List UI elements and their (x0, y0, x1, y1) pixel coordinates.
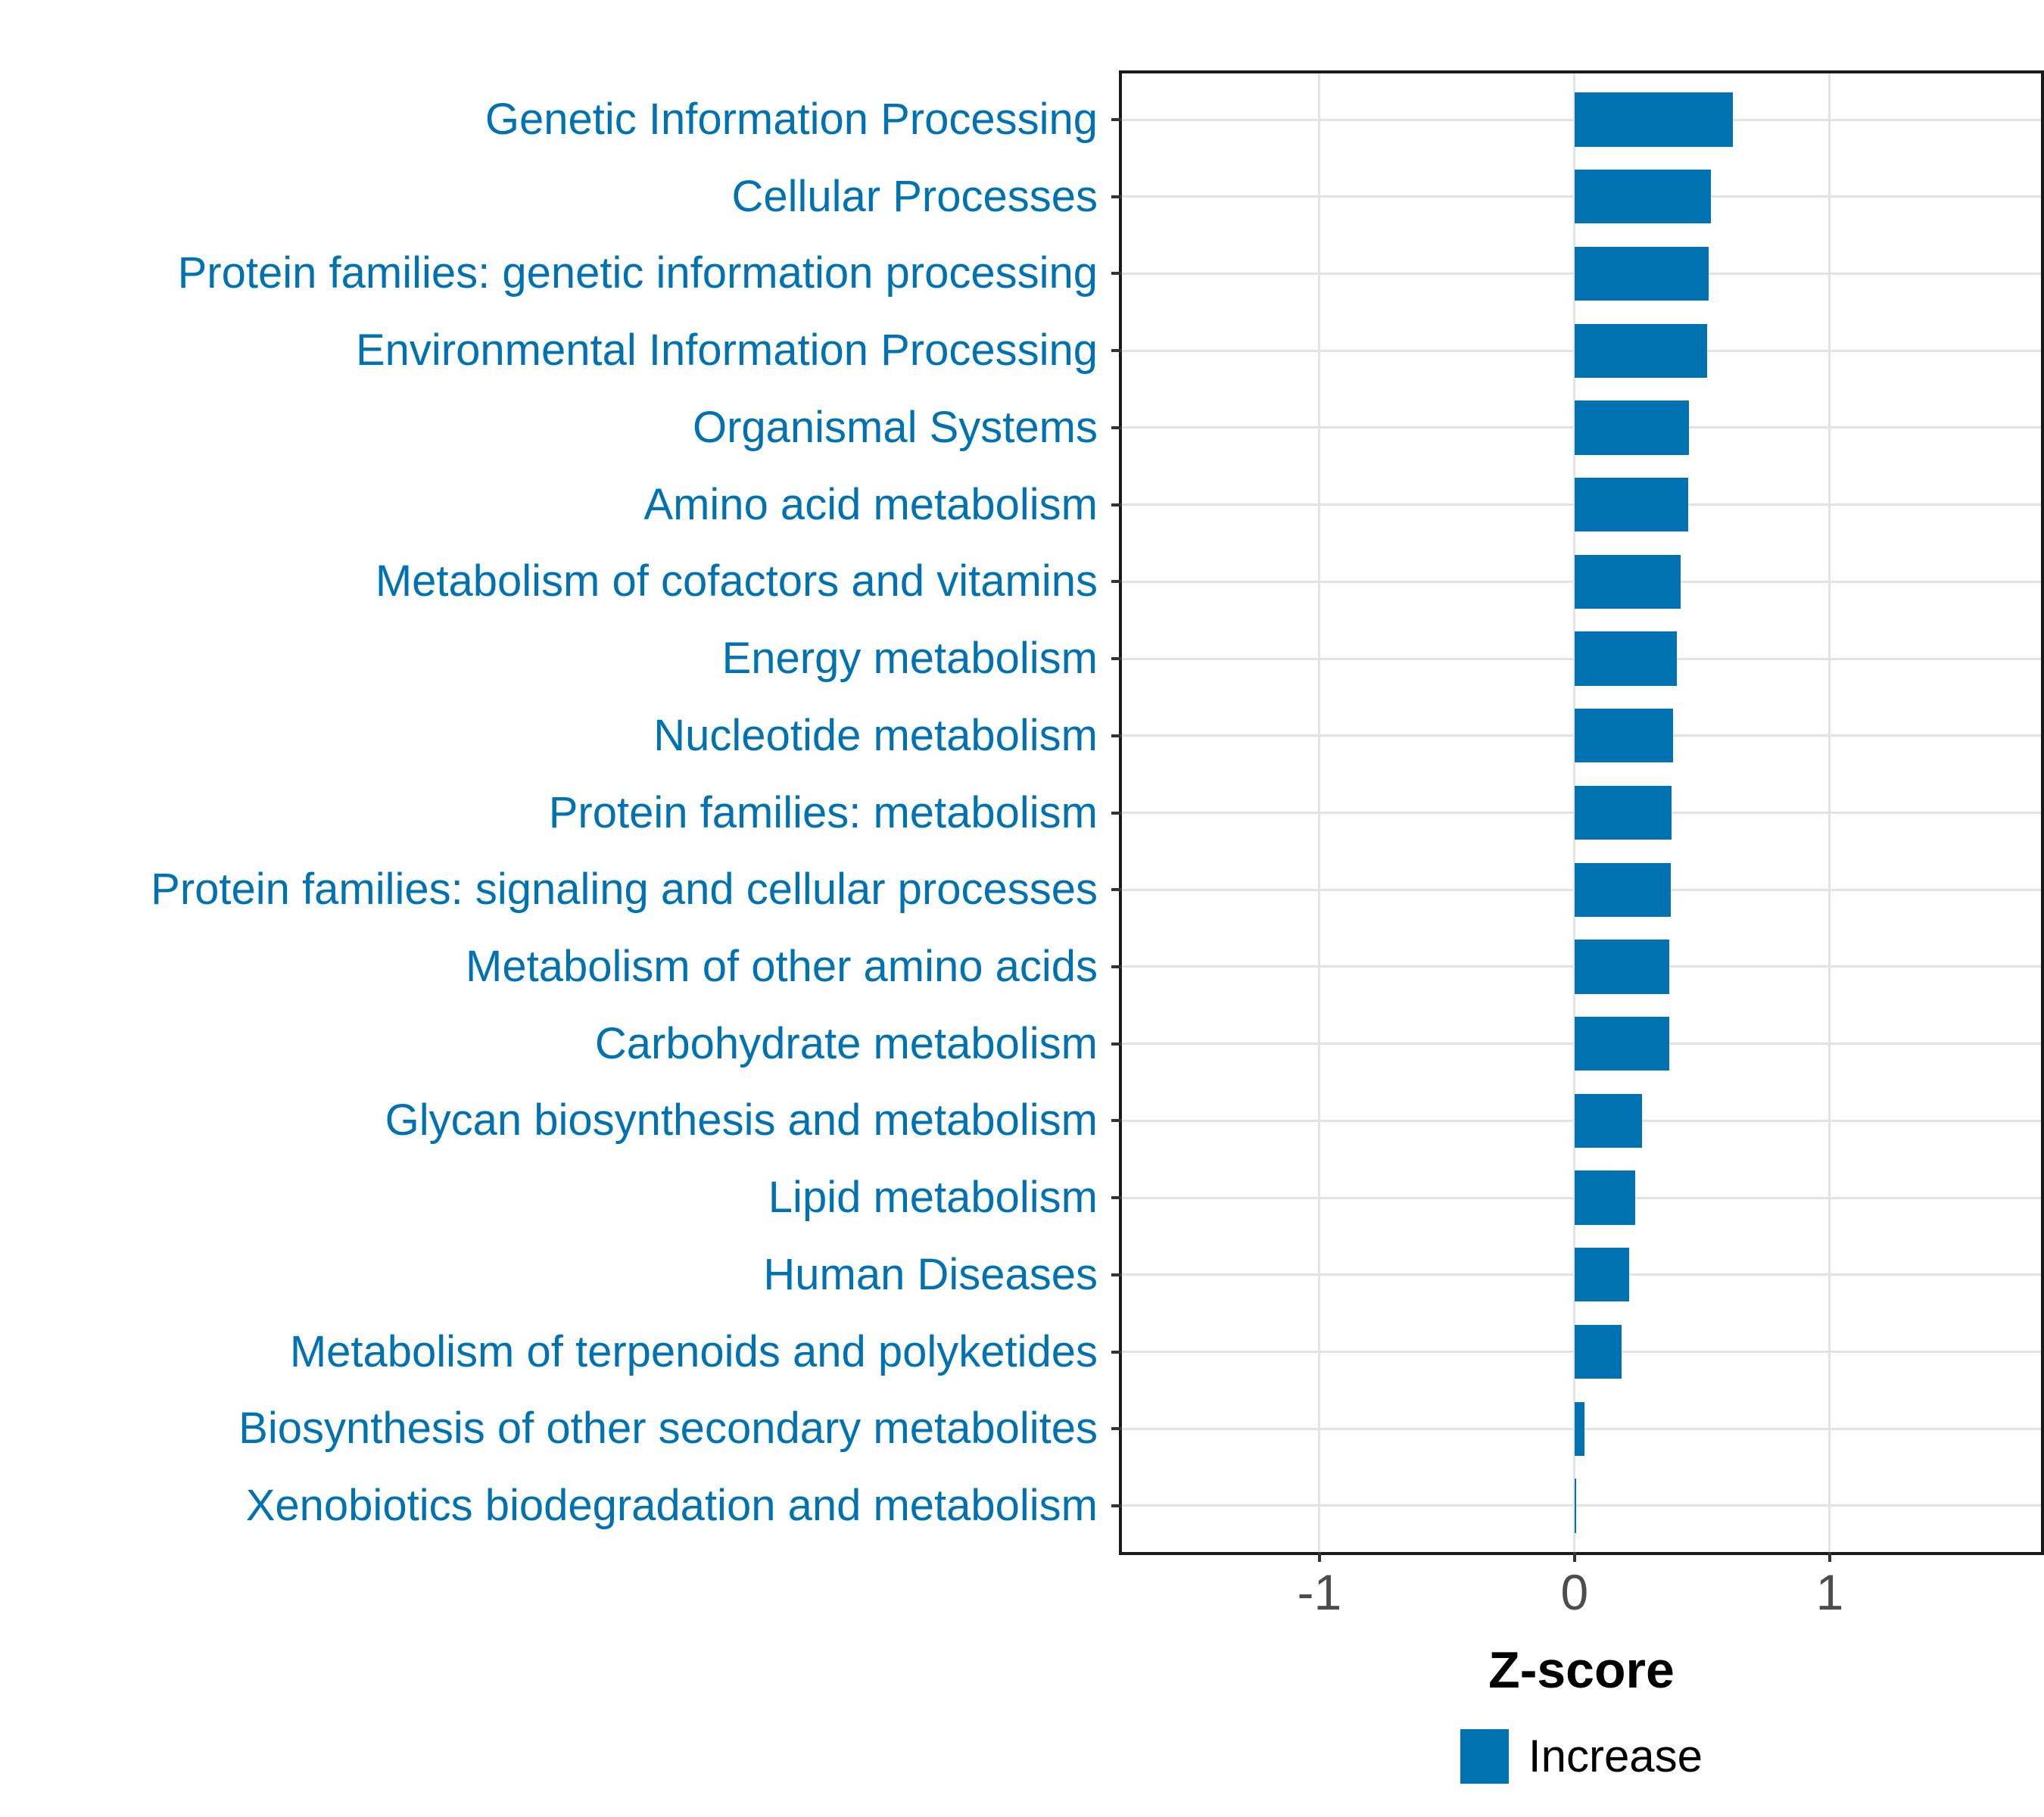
y-axis-tick (1111, 580, 1122, 584)
bar (1574, 478, 1688, 532)
category-label: Human Diseases (763, 1249, 1098, 1299)
bar (1574, 862, 1671, 917)
y-axis-tick (1111, 965, 1122, 968)
y-axis-tick (1111, 1350, 1122, 1354)
x-tick-label: -1 (1297, 1564, 1342, 1620)
y-axis-tick (1111, 118, 1122, 122)
category-label: Metabolism of terpenoids and polyketides (289, 1326, 1098, 1376)
y-axis-tick (1111, 272, 1122, 276)
x-tick-label: 1 (1815, 1564, 1844, 1620)
category-label: Metabolism of other amino acids (466, 941, 1098, 991)
category-label: Nucleotide metabolism (653, 710, 1098, 760)
category-label: Protein families: genetic information pr… (177, 248, 1098, 298)
category-label: Protein families: metabolism (548, 787, 1098, 837)
category-label: Amino acid metabolism (643, 479, 1098, 529)
category-label: Cellular Processes (731, 171, 1098, 221)
bar (1574, 1479, 1576, 1533)
y-axis-tick (1111, 734, 1122, 737)
y-axis-tick (1111, 657, 1122, 661)
x-axis-tick (1827, 1552, 1831, 1562)
bar (1574, 940, 1670, 994)
bar (1574, 1170, 1635, 1225)
y-axis-tick (1111, 888, 1122, 892)
bar (1574, 323, 1708, 378)
category-label: Glycan biosynthesis and metabolism (385, 1095, 1098, 1145)
y-axis-tick (1111, 811, 1122, 815)
y-axis-tick (1111, 503, 1122, 506)
bar (1574, 400, 1689, 455)
bar (1574, 631, 1677, 686)
bar (1574, 1401, 1584, 1456)
category-label: Protein families: signaling and cellular… (151, 865, 1098, 915)
bar (1574, 246, 1709, 301)
legend-color-swatch (1460, 1729, 1509, 1784)
bar (1574, 785, 1672, 840)
y-axis-tick (1111, 425, 1122, 429)
category-label: Lipid metabolism (768, 1173, 1098, 1223)
category-label: Energy metabolism (721, 634, 1098, 684)
y-axis-tick (1111, 1042, 1122, 1046)
x-axis-title: Z-score (1488, 1641, 1675, 1699)
y-axis-tick (1111, 195, 1122, 198)
bar (1574, 1093, 1643, 1148)
y-gridline (1122, 1504, 2041, 1507)
category-label: Metabolism of cofactors and vitamins (375, 556, 1098, 606)
bar (1574, 709, 1673, 763)
category-label: Environmental Information Processing (355, 326, 1098, 376)
bar (1574, 1324, 1622, 1379)
x-axis-tick (1317, 1552, 1321, 1562)
y-axis-tick (1111, 349, 1122, 353)
y-axis-tick (1111, 1427, 1122, 1431)
y-axis-tick (1111, 1273, 1122, 1276)
bar (1574, 170, 1712, 224)
category-label: Genetic Information Processing (485, 95, 1098, 145)
bar (1574, 1248, 1630, 1302)
category-label: Organismal Systems (692, 402, 1098, 452)
category-label: Xenobiotics biodegradation and metabolis… (245, 1480, 1098, 1530)
bar (1574, 1017, 1669, 1071)
legend-item-label: Increase (1528, 1731, 1703, 1781)
bar (1574, 92, 1733, 147)
category-label: Carbohydrate metabolism (594, 1018, 1098, 1068)
y-axis-tick (1111, 1119, 1122, 1123)
legend: Increase (1122, 1729, 2041, 1784)
category-label: Biosynthesis of other secondary metaboli… (238, 1404, 1098, 1454)
x-axis-tick (1572, 1552, 1576, 1562)
y-axis-tick (1111, 1196, 1122, 1200)
y-axis-tick (1111, 1504, 1122, 1507)
bar (1574, 554, 1681, 609)
x-tick-label: 0 (1560, 1564, 1589, 1620)
